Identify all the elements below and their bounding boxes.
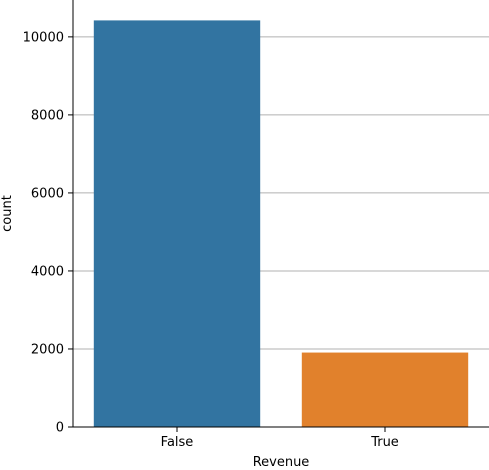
y-tick-label: 8000 — [31, 108, 64, 123]
y-tick-label: 2000 — [31, 342, 64, 357]
bars — [93, 20, 469, 427]
x-tick-label: False — [161, 435, 194, 450]
y-tick-label: 0 — [56, 421, 64, 436]
y-tick-label: 6000 — [31, 186, 64, 201]
y-tick-label: 4000 — [31, 264, 64, 279]
tick-labels: 0 2000 4000 6000 8000 10000 False True — [23, 30, 399, 450]
bar-true — [301, 352, 469, 427]
x-tick-label: True — [370, 435, 399, 450]
x-axis-label: Revenue — [253, 455, 310, 470]
y-tick-label: 10000 — [23, 30, 64, 45]
y-axis-label: count — [0, 195, 15, 232]
axes — [68, 0, 489, 432]
bar-false — [93, 20, 261, 427]
